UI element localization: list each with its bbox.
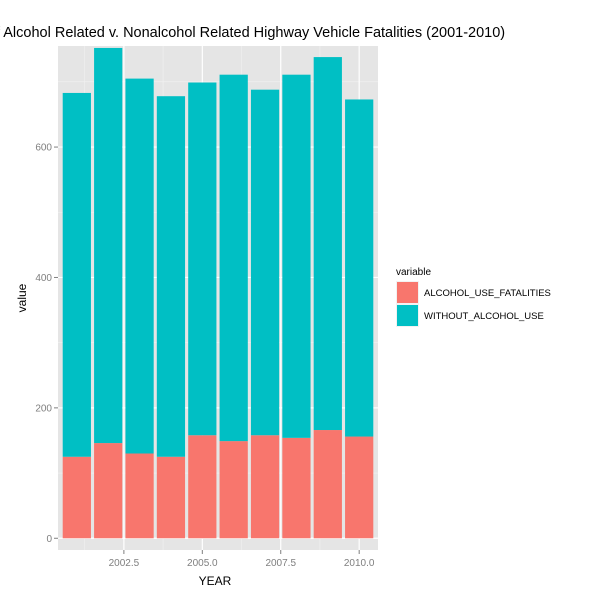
bar-without-alcohol-use-2009 bbox=[313, 57, 342, 431]
legend: variable ALCOHOL_USE_FATALITIES WITHOUT_A… bbox=[396, 267, 551, 327]
bar-alcohol-use-fatalities-2005 bbox=[188, 435, 217, 539]
bar-without-alcohol-use-2004 bbox=[156, 96, 186, 457]
bar-without-alcohol-use-2006 bbox=[219, 74, 248, 442]
y-tick-label: 600 bbox=[35, 143, 52, 154]
legend-key-swatch bbox=[397, 282, 418, 303]
x-axis: 2002.5 2005.0 2007.5 2010.0 bbox=[109, 550, 375, 569]
bar-alcohol-use-fatalities-2008 bbox=[282, 437, 311, 539]
x-tick-label: 2005.0 bbox=[187, 558, 218, 569]
legend-title: variable bbox=[396, 267, 431, 278]
legend-key-swatch bbox=[397, 305, 418, 326]
y-axis: 0 200 400 600 bbox=[35, 143, 58, 545]
legend-label: ALCOHOL_USE_FATALITIES bbox=[424, 288, 551, 299]
x-tick-label: 2002.5 bbox=[109, 558, 140, 569]
y-axis-title: value bbox=[15, 283, 29, 312]
bar-without-alcohol-use-2007 bbox=[250, 89, 280, 436]
x-tick-label: 2010.0 bbox=[344, 558, 375, 569]
bar-without-alcohol-use-2003 bbox=[125, 78, 154, 454]
bar-without-alcohol-use-2010 bbox=[345, 99, 374, 437]
bar-alcohol-use-fatalities-2001 bbox=[62, 456, 91, 539]
y-tick-label: 200 bbox=[35, 403, 52, 414]
x-tick-label: 2007.5 bbox=[265, 558, 296, 569]
bar-alcohol-use-fatalities-2006 bbox=[219, 441, 248, 539]
bar-alcohol-use-fatalities-2010 bbox=[345, 436, 374, 539]
bar-without-alcohol-use-2008 bbox=[282, 74, 311, 438]
y-tick-label: 400 bbox=[35, 273, 52, 284]
bar-alcohol-use-fatalities-2002 bbox=[94, 443, 123, 539]
legend-label: WITHOUT_ALCOHOL_USE bbox=[424, 311, 544, 322]
bars bbox=[62, 47, 374, 539]
bar-alcohol-use-fatalities-2004 bbox=[156, 456, 186, 539]
bar-without-alcohol-use-2001 bbox=[62, 92, 91, 457]
bar-without-alcohol-use-2002 bbox=[94, 47, 123, 444]
bar-without-alcohol-use-2005 bbox=[188, 82, 217, 436]
x-axis-title: YEAR bbox=[199, 574, 232, 588]
chart-title: f Alcohol Related v. Nonalcohol Related … bbox=[0, 25, 505, 41]
y-tick-label: 0 bbox=[46, 534, 52, 545]
bar-alcohol-use-fatalities-2007 bbox=[250, 435, 280, 539]
bar-alcohol-use-fatalities-2003 bbox=[125, 453, 154, 539]
bar-alcohol-use-fatalities-2009 bbox=[313, 430, 342, 539]
